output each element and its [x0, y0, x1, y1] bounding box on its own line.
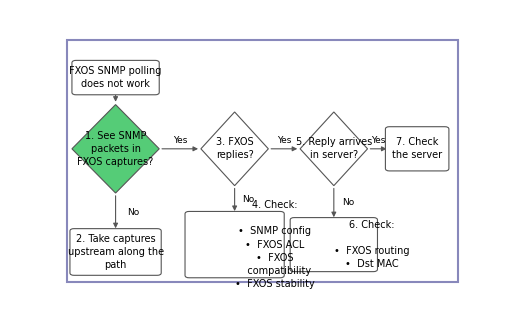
Text: 5. Reply arrives
in server?: 5. Reply arrives in server? [296, 137, 372, 160]
Text: 1. See SNMP
packets in
FXOS captures?: 1. See SNMP packets in FXOS captures? [77, 130, 154, 167]
Polygon shape [300, 112, 368, 186]
Polygon shape [201, 112, 268, 186]
Text: No: No [243, 195, 255, 204]
Text: FXOS SNMP polling
does not work: FXOS SNMP polling does not work [70, 66, 162, 89]
Text: 7. Check
the server: 7. Check the server [392, 137, 442, 160]
FancyBboxPatch shape [185, 211, 284, 278]
Text: Yes: Yes [277, 136, 291, 145]
FancyBboxPatch shape [386, 127, 449, 171]
Text: 2. Take captures
upstream along the
path: 2. Take captures upstream along the path [68, 234, 164, 270]
FancyBboxPatch shape [70, 229, 161, 275]
FancyBboxPatch shape [290, 218, 377, 272]
Text: Yes: Yes [371, 136, 386, 145]
Polygon shape [72, 105, 159, 193]
Text: No: No [342, 198, 354, 207]
Text: 3. FXOS
replies?: 3. FXOS replies? [216, 137, 253, 160]
Text: No: No [127, 208, 140, 217]
Text: Yes: Yes [173, 136, 187, 145]
Text: 6. Check:

•  FXOS routing
•  Dst MAC: 6. Check: • FXOS routing • Dst MAC [334, 220, 409, 270]
Text: 4. Check:

•  SNMP config
•  FXOS ACL
•  FXOS
   compatibility
•  FXOS stability: 4. Check: • SNMP config • FXOS ACL • FXO… [234, 200, 314, 289]
FancyBboxPatch shape [72, 60, 159, 95]
